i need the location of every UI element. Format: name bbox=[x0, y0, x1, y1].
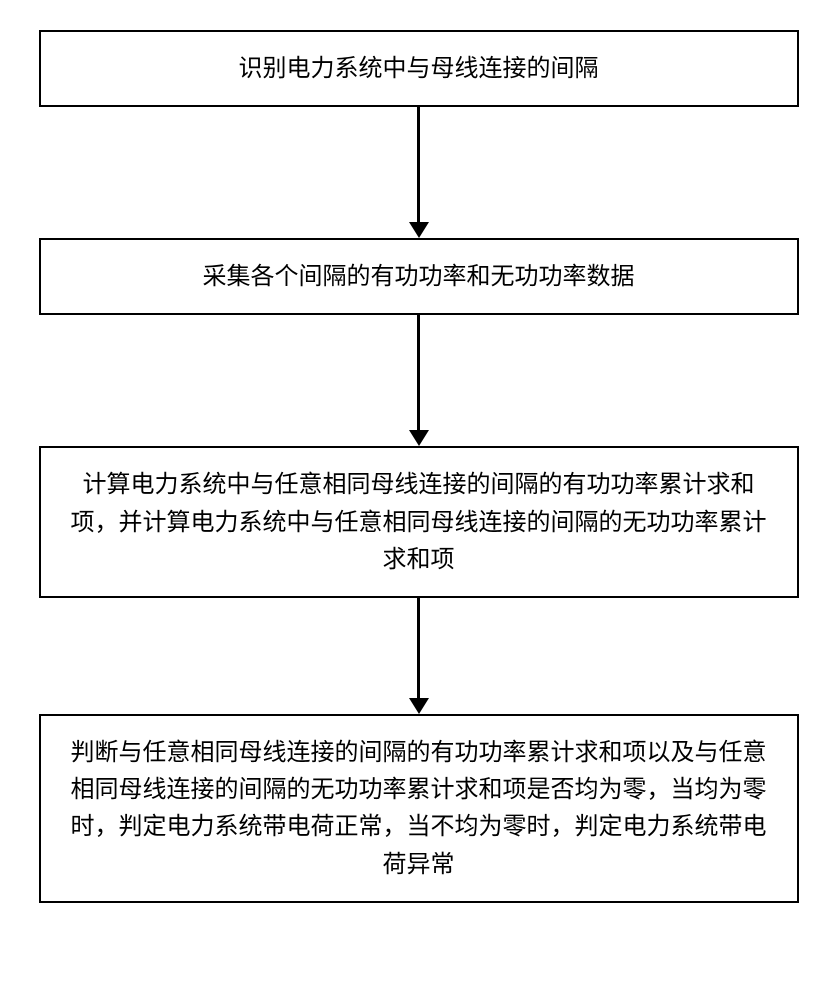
flowchart-node-2: 采集各个间隔的有功功率和无功功率数据 bbox=[39, 238, 799, 315]
node-text: 识别电力系统中与母线连接的间隔 bbox=[239, 55, 599, 82]
node-text: 计算电力系统中与任意相同母线连接的间隔的有功功率累计求和项，并计算电力系统中与任… bbox=[71, 471, 767, 572]
arrow-line bbox=[417, 315, 420, 430]
flowchart-node-3: 计算电力系统中与任意相同母线连接的间隔的有功功率累计求和项，并计算电力系统中与任… bbox=[39, 446, 799, 598]
flowchart-arrow-1 bbox=[409, 107, 429, 238]
node-text: 采集各个间隔的有功功率和无功功率数据 bbox=[203, 263, 635, 290]
arrow-head-icon bbox=[409, 222, 429, 238]
arrow-head-icon bbox=[409, 698, 429, 714]
flowchart-container: 识别电力系统中与母线连接的间隔 采集各个间隔的有功功率和无功功率数据 计算电力系… bbox=[30, 30, 807, 903]
flowchart-node-1: 识别电力系统中与母线连接的间隔 bbox=[39, 30, 799, 107]
flowchart-arrow-2 bbox=[409, 315, 429, 446]
arrow-line bbox=[417, 107, 420, 222]
arrow-line bbox=[417, 598, 420, 698]
flowchart-arrow-3 bbox=[409, 598, 429, 714]
flowchart-node-4: 判断与任意相同母线连接的间隔的有功功率累计求和项以及与任意相同母线连接的间隔的无… bbox=[39, 714, 799, 903]
arrow-head-icon bbox=[409, 430, 429, 446]
node-text: 判断与任意相同母线连接的间隔的有功功率累计求和项以及与任意相同母线连接的间隔的无… bbox=[71, 739, 767, 878]
